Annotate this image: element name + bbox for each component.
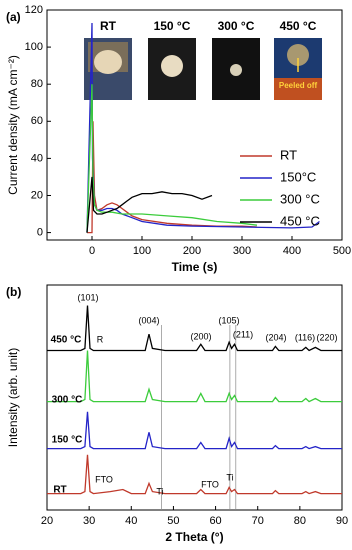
panel-label: (b) bbox=[6, 285, 21, 299]
annotation: FTO bbox=[95, 474, 113, 484]
y-tick-label: 20 bbox=[31, 189, 43, 201]
plot-frame bbox=[46, 284, 343, 511]
inset-label: 300 °C bbox=[218, 19, 255, 33]
inset-label: 150 °C bbox=[154, 19, 191, 33]
y-tick-label: 80 bbox=[31, 78, 43, 90]
annotation: (200) bbox=[190, 331, 211, 341]
inset-label: Peeled off bbox=[279, 81, 318, 90]
annotation: (220) bbox=[316, 332, 337, 342]
x-tick-label: 100 bbox=[133, 245, 151, 257]
y-tick-label: 40 bbox=[31, 152, 43, 164]
annotation: Ti bbox=[156, 486, 163, 496]
inset-label: 450 °C bbox=[280, 19, 317, 33]
series-line bbox=[47, 411, 342, 450]
legend-label: 150°C bbox=[280, 169, 316, 184]
annotation: (211) bbox=[233, 329, 253, 339]
annotation: FTO bbox=[201, 479, 219, 489]
x-tick-label: 30 bbox=[83, 515, 95, 527]
photo bbox=[287, 44, 309, 66]
x-tick-label: 60 bbox=[209, 515, 221, 527]
inset-label: RT bbox=[100, 19, 117, 33]
x-tick-label: 0 bbox=[89, 245, 95, 257]
series-label: RT bbox=[53, 485, 66, 496]
panel-label: (a) bbox=[6, 10, 21, 24]
annotation: R bbox=[97, 334, 104, 344]
legend-label: 300 °C bbox=[280, 191, 320, 206]
y-tick-label: 120 bbox=[25, 4, 43, 16]
series-line bbox=[86, 176, 213, 233]
x-tick-label: 70 bbox=[252, 515, 264, 527]
series-line bbox=[47, 350, 342, 403]
photo bbox=[94, 50, 122, 74]
annotation: (004) bbox=[138, 315, 159, 325]
x-tick-label: 80 bbox=[294, 515, 306, 527]
series-label: 150 °C bbox=[52, 435, 83, 446]
y-tick-label: 100 bbox=[25, 41, 43, 53]
annotation: (116) bbox=[295, 332, 315, 342]
legend-label: 450 °C bbox=[280, 213, 320, 228]
series-line bbox=[47, 454, 342, 495]
legend-label: RT bbox=[280, 147, 297, 162]
y-tick-label: 0 bbox=[37, 226, 43, 238]
y-axis-label: Intensity (arb. unit) bbox=[6, 348, 20, 447]
x-axis-label: Time (s) bbox=[172, 260, 218, 274]
series-label: 450 °C bbox=[51, 335, 82, 346]
x-tick-label: 300 bbox=[233, 245, 251, 257]
annotation: (101) bbox=[77, 292, 98, 302]
photo bbox=[161, 55, 183, 77]
x-axis-label: 2 Theta (°) bbox=[165, 530, 223, 544]
series-label: 300 °C bbox=[52, 395, 83, 406]
x-tick-label: 20 bbox=[41, 515, 53, 527]
x-tick-label: 200 bbox=[183, 245, 201, 257]
series-line bbox=[47, 305, 342, 352]
plot-frame bbox=[46, 9, 343, 241]
x-tick-label: 50 bbox=[167, 515, 179, 527]
x-tick-label: 90 bbox=[336, 515, 348, 527]
inset-photos bbox=[84, 38, 322, 100]
photo bbox=[274, 78, 322, 100]
x-tick-label: 40 bbox=[125, 515, 137, 527]
photo bbox=[230, 64, 242, 76]
annotation: (204) bbox=[265, 332, 286, 342]
x-tick-label: 500 bbox=[333, 245, 351, 257]
annotation: (105) bbox=[218, 315, 239, 325]
y-axis-label: Current density (mA cm⁻²) bbox=[6, 55, 20, 195]
x-tick-label: 400 bbox=[283, 245, 301, 257]
series-line bbox=[86, 84, 258, 233]
y-tick-label: 60 bbox=[31, 115, 43, 127]
annotation: Ti bbox=[226, 472, 233, 482]
